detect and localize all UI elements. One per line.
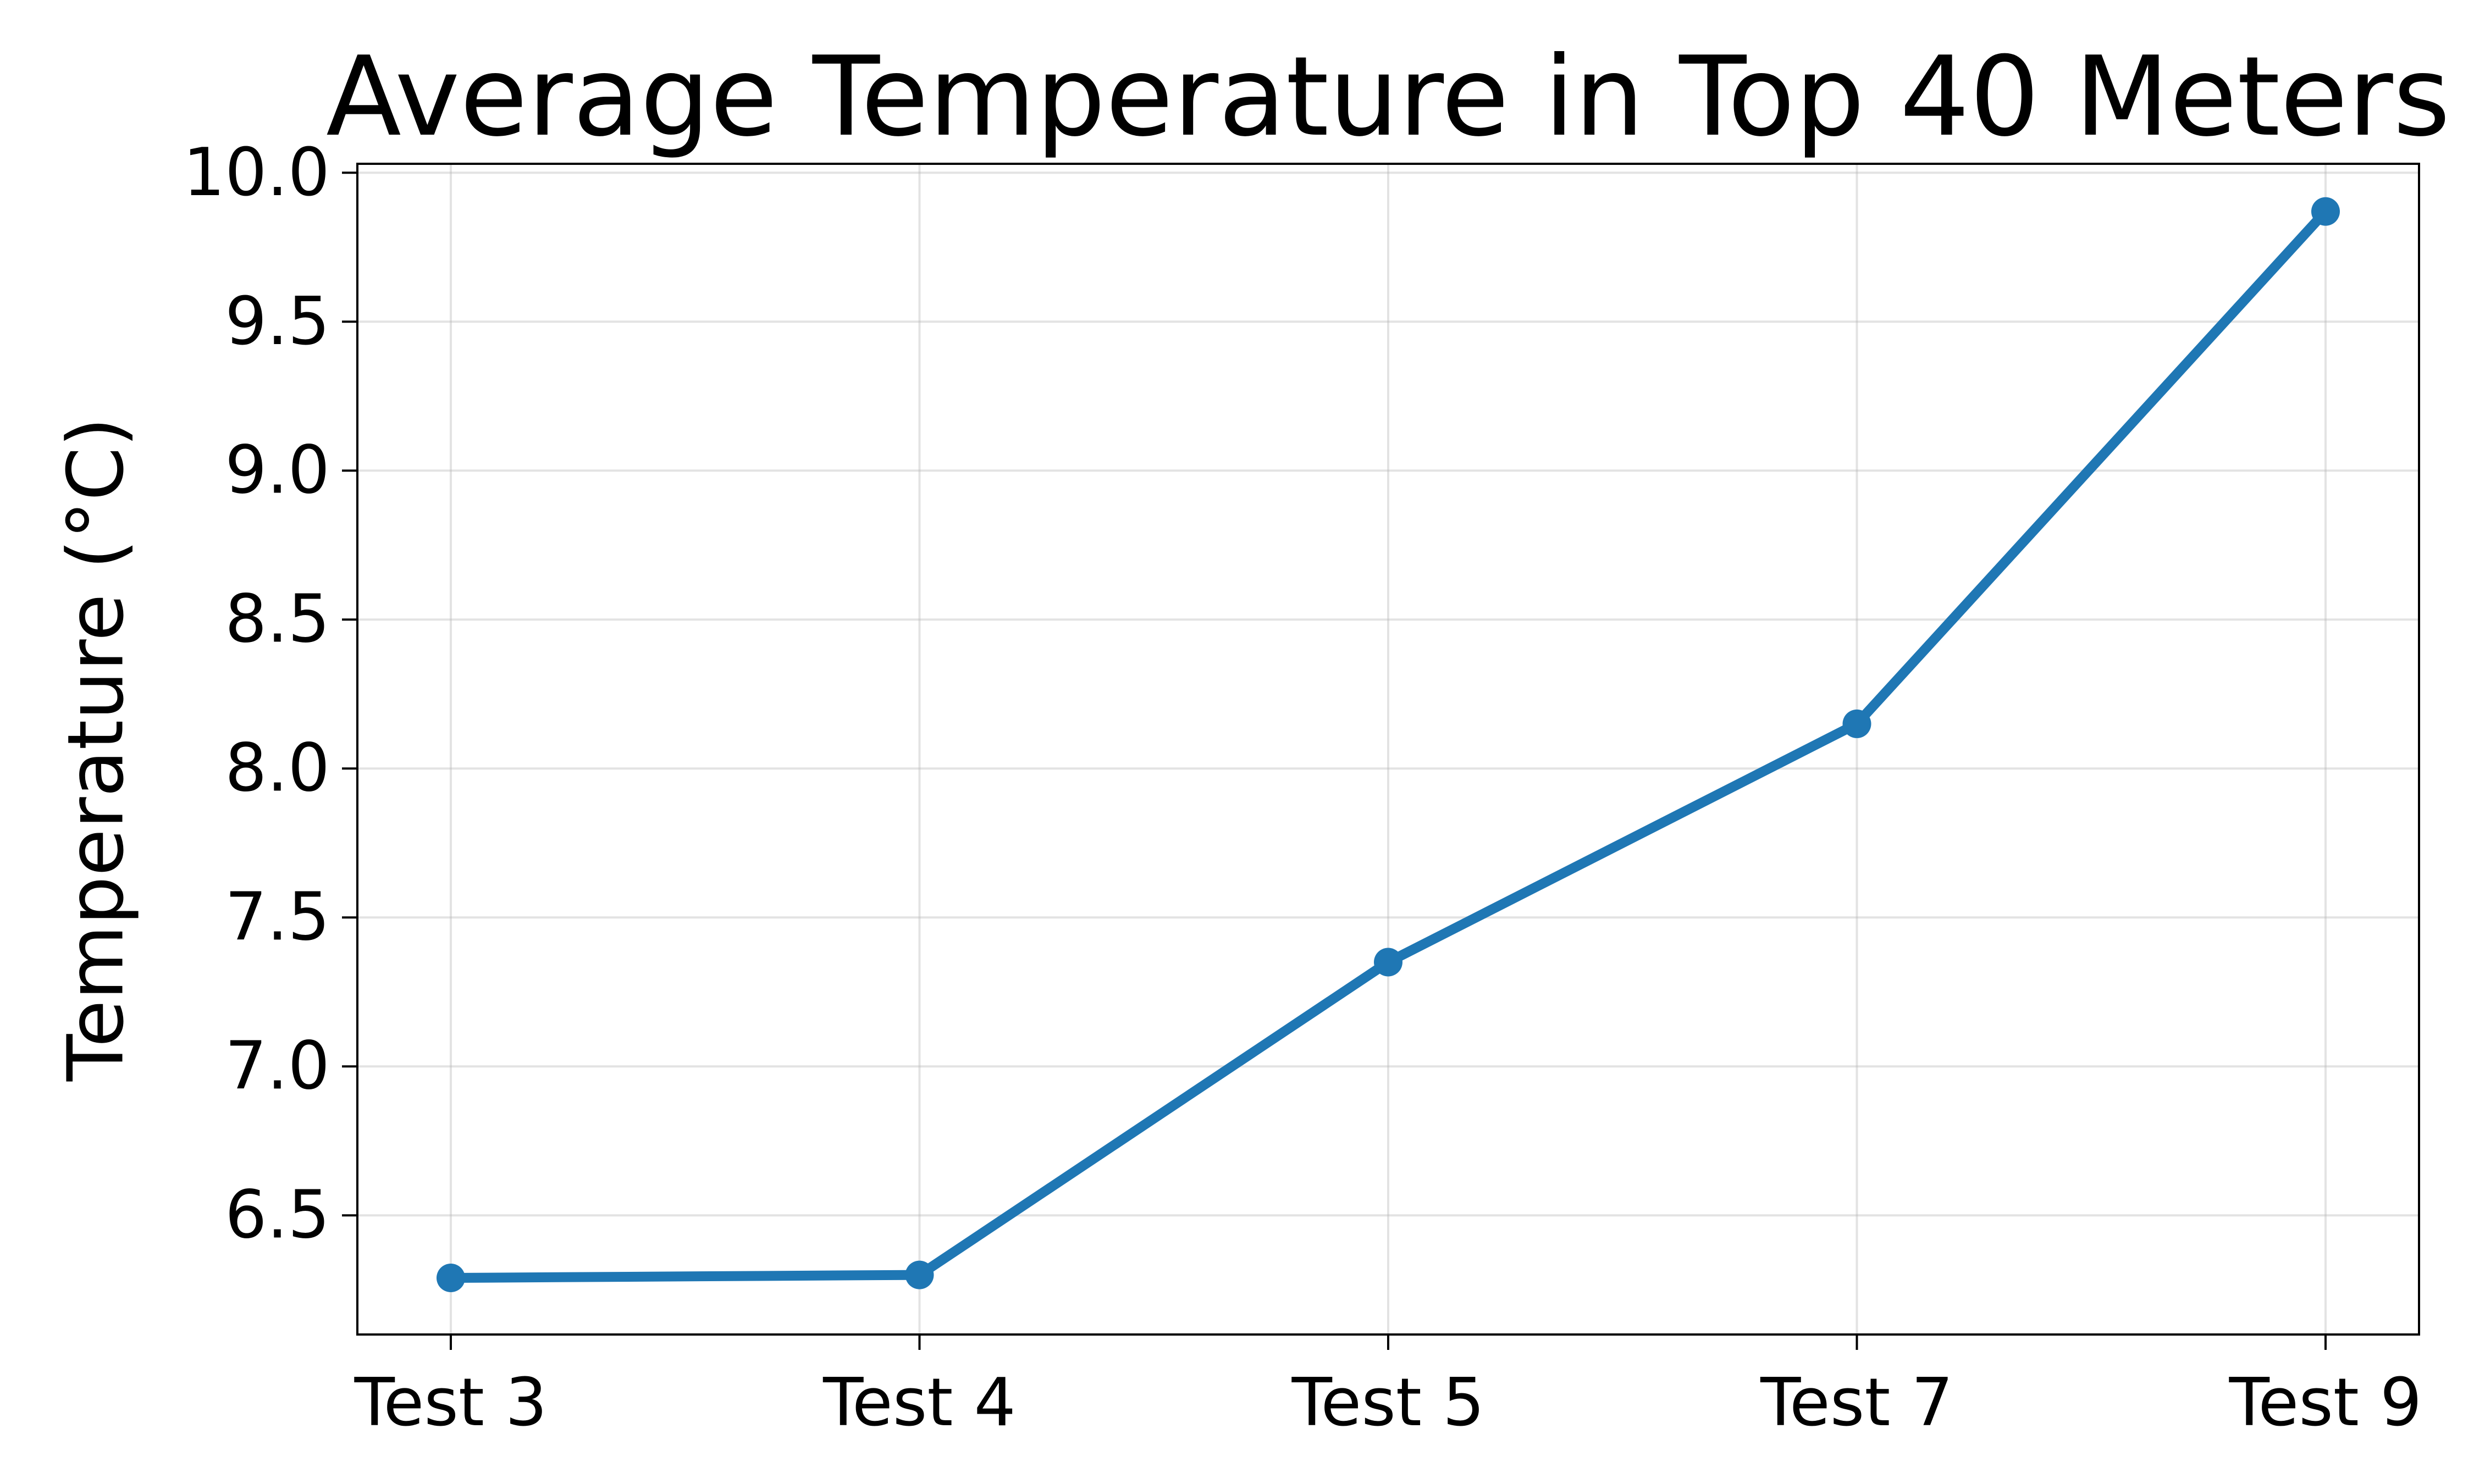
- y-tick-label: 8.5: [225, 582, 330, 658]
- data-point: [1374, 948, 1402, 977]
- y-tick-label: 7.0: [225, 1028, 330, 1105]
- ticks: 6.5 7.0 7.5 8.0 8.5 9.0 9.5 10.0 Test 3 Test 4 Tes…: [183, 135, 2422, 1441]
- x-tick-label: Test 7: [1760, 1365, 1953, 1441]
- series-layer: [437, 197, 2340, 1293]
- y-tick-label: 6.5: [225, 1177, 330, 1254]
- y-axis-label: Temperature (°C): [52, 417, 141, 1082]
- data-point: [1842, 709, 1871, 738]
- chart-title: Average Temperature in Top 40 Meters: [326, 33, 2450, 161]
- x-tick-label: Test 4: [822, 1365, 1016, 1441]
- y-tick-label: 9.0: [225, 433, 330, 509]
- y-tick-label: 7.5: [225, 879, 330, 956]
- y-tick-label: 10.0: [183, 135, 330, 211]
- x-tick-label: Test 3: [354, 1365, 548, 1441]
- grid: [357, 164, 2419, 1335]
- data-point: [905, 1260, 934, 1289]
- data-point: [437, 1264, 465, 1293]
- x-tick-label: Test 5: [1291, 1365, 1485, 1441]
- data-point: [2311, 197, 2340, 226]
- y-tick-label: 9.5: [225, 284, 330, 360]
- x-tick-label: Test 9: [2229, 1365, 2422, 1441]
- y-tick-label: 8.0: [225, 730, 330, 807]
